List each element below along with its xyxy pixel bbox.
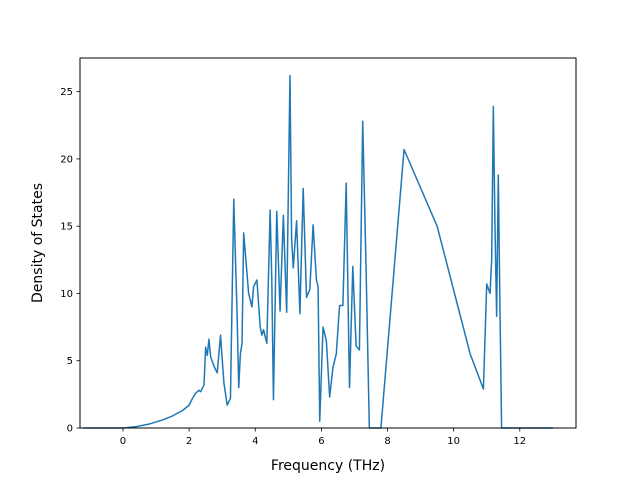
x-axis-ticks: 0 2 4 6 8 10 12: [120, 428, 526, 447]
x-axis-label: Frequency (THz): [271, 458, 385, 474]
x-tick-label: 4: [252, 436, 258, 447]
x-tick-label: 6: [318, 436, 324, 447]
y-tick-label: 0: [67, 424, 73, 435]
x-tick-label: 12: [513, 436, 526, 447]
x-tick-label: 10: [447, 436, 460, 447]
y-tick-label: 5: [67, 356, 73, 367]
x-tick-label: 0: [120, 436, 126, 447]
y-tick-label: 25: [60, 87, 73, 98]
y-axis-ticks: 0 5 10 15 20 25: [60, 87, 80, 435]
y-axis-label: Density of States: [30, 183, 46, 303]
y-tick-label: 10: [60, 289, 73, 300]
y-tick-label: 20: [60, 154, 73, 165]
x-tick-label: 8: [384, 436, 390, 447]
y-tick-label: 15: [60, 222, 73, 233]
axes-frame: [79, 57, 577, 429]
plot-area: [83, 74, 553, 429]
dos-line-series-0: [83, 74, 553, 429]
x-tick-label: 2: [186, 436, 192, 447]
